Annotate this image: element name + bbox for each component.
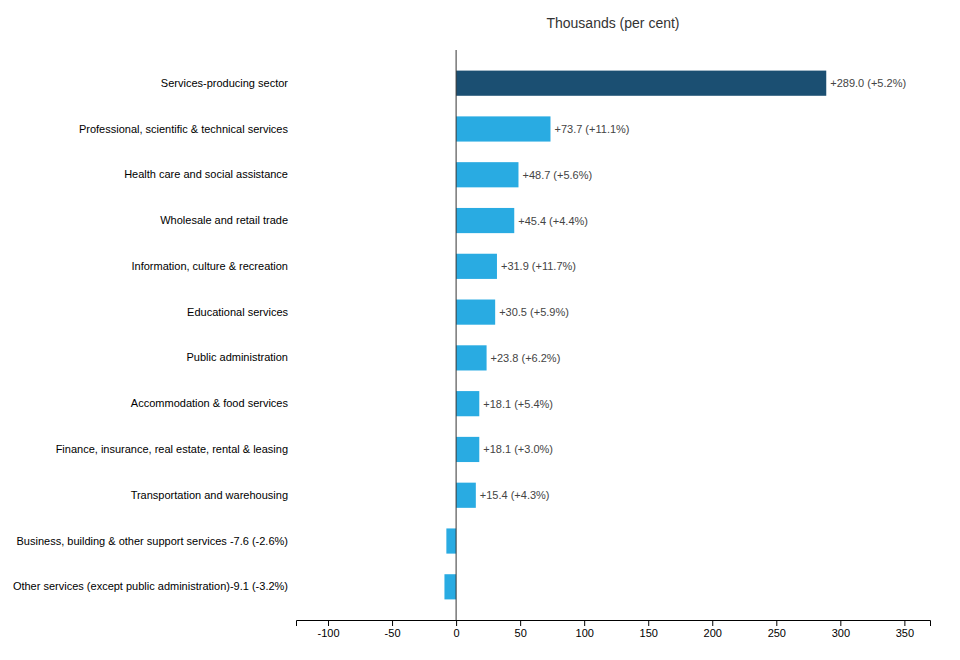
y-tick: Educational services <box>187 306 296 318</box>
x-tick-label: 250 <box>768 627 786 639</box>
y-tick: Finance, insurance, real estate, rental … <box>56 443 296 455</box>
x-axis: -100 -50 0 50 100 150 200 250 300 350 <box>297 620 931 639</box>
y-tick: Public administration <box>187 351 297 363</box>
bars <box>444 71 826 600</box>
y-tick-label: Information, culture & recreation <box>131 260 288 272</box>
x-tick-mark <box>328 620 329 626</box>
data-label: +18.1 (+3.0%) <box>483 443 553 455</box>
x-tick-label: 150 <box>640 627 658 639</box>
x-tick-mark <box>712 620 713 626</box>
y-tick: Other services (except public administra… <box>13 580 296 592</box>
x-tick: 50 <box>515 620 527 639</box>
x-tick-mark <box>520 620 521 626</box>
y-tick-label: Professional, scientific & technical ser… <box>79 122 289 134</box>
y-tick: Accommodation & food services <box>131 397 296 409</box>
y-tick-label: Other services (except public administra… <box>13 580 288 592</box>
x-tick-mark <box>648 620 649 626</box>
plot: -100 -50 0 50 100 150 200 250 300 350 Services-pro… <box>13 50 931 639</box>
data-label: +45.4 (+4.4%) <box>518 215 588 227</box>
data-label: +289.0 (+5.2%) <box>830 77 906 89</box>
x-tick-mark <box>584 620 585 626</box>
x-tick-label: -100 <box>318 627 340 639</box>
y-tick-label: Business, building & other support servi… <box>17 535 288 547</box>
y-tick: Business, building & other support servi… <box>17 535 296 547</box>
data-label: +30.5 (+5.9%) <box>499 306 569 318</box>
x-tick: 250 <box>768 620 786 639</box>
bar <box>456 345 486 370</box>
bar <box>456 162 518 187</box>
x-tick-label: 200 <box>704 627 722 639</box>
x-tick-mark <box>392 620 393 626</box>
y-tick-label: Health care and social assistance <box>124 168 288 180</box>
data-label: +31.9 (+11.7%) <box>501 260 576 272</box>
y-tick: Wholesale and retail trade <box>160 214 296 226</box>
y-tick-label: Accommodation & food services <box>131 397 289 409</box>
y-tick: Health care and social assistance <box>124 168 296 180</box>
data-labels: +289.0 (+5.2%) +73.7 (+11.1%) +48.7 (+5.6%… <box>480 77 906 501</box>
y-tick-label: Public administration <box>187 351 289 363</box>
x-tick-label: 300 <box>832 627 850 639</box>
zero-line <box>456 50 457 620</box>
x-tick: 100 <box>576 620 594 639</box>
x-tick-label: -50 <box>385 627 401 639</box>
bar <box>456 437 479 462</box>
x-tick-mark <box>456 620 457 626</box>
x-tick-label: 50 <box>515 627 527 639</box>
bar <box>456 483 476 508</box>
data-label: +18.1 (+5.4%) <box>483 398 553 410</box>
y-tick: Transportation and warehousing <box>131 489 296 501</box>
x-tick: 150 <box>640 620 658 639</box>
x-tick: 350 <box>896 620 914 639</box>
bar <box>456 391 479 416</box>
y-tick-label: Educational services <box>187 306 288 318</box>
y-tick-label: Finance, insurance, real estate, rental … <box>56 443 288 455</box>
data-label: +15.4 (+4.3%) <box>480 489 550 501</box>
y-tick: Services-producing sector <box>161 77 296 89</box>
y-axis: Services-producing sector Professional, s… <box>13 77 296 593</box>
x-tick-mark <box>776 620 777 626</box>
data-label: +23.8 (+6.2%) <box>491 352 561 364</box>
x-tick: 300 <box>832 620 850 639</box>
x-tick: 200 <box>704 620 722 639</box>
x-tick: -100 <box>318 620 340 639</box>
bar <box>444 574 456 599</box>
title: Thousands (per cent) <box>546 15 679 31</box>
bar <box>456 300 495 325</box>
x-tick-label: 0 <box>454 627 460 639</box>
x-tick: 0 <box>454 620 460 639</box>
y-tick-label: Transportation and warehousing <box>131 489 288 501</box>
bar <box>446 528 456 553</box>
y-tick: Information, culture & recreation <box>131 260 296 272</box>
bar <box>456 208 514 233</box>
y-tick-label: Wholesale and retail trade <box>160 214 288 226</box>
x-tick-mark <box>904 620 905 626</box>
y-tick-label: Services-producing sector <box>161 77 289 89</box>
y-tick: Professional, scientific & technical ser… <box>79 122 296 134</box>
x-tick-label: 350 <box>896 627 914 639</box>
data-label: +73.7 (+11.1%) <box>554 123 629 135</box>
bar <box>456 71 826 96</box>
bar <box>456 254 497 279</box>
x-tick: -50 <box>385 620 401 639</box>
bar <box>456 116 550 141</box>
chart: -100 -50 0 50 100 150 200 250 300 350 Services-pro… <box>0 0 960 660</box>
x-axis-line <box>297 621 931 627</box>
x-tick-label: 100 <box>576 627 594 639</box>
x-tick-mark <box>840 620 841 626</box>
data-label: +48.7 (+5.6%) <box>522 169 592 181</box>
